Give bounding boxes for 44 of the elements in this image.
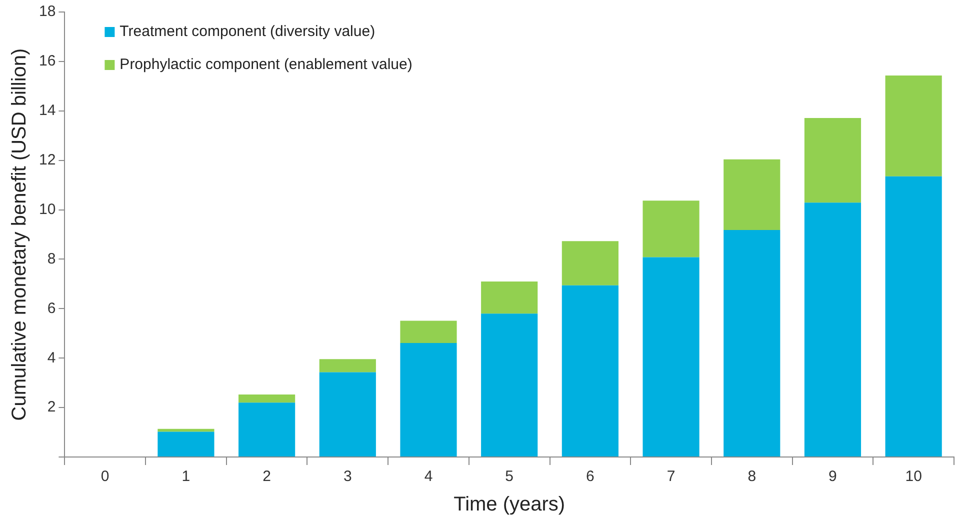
y-tick-label: 6 <box>47 300 56 317</box>
y-tick-label: 10 <box>38 200 56 218</box>
bar <box>400 343 457 456</box>
y-tick-label: 8 <box>47 250 56 268</box>
x-tick-label: 1 <box>182 468 190 486</box>
bar <box>481 314 538 456</box>
bar <box>400 320 457 344</box>
x-tick-label: 7 <box>666 468 676 486</box>
y-tick-label: 16 <box>38 52 56 70</box>
y-tick-label: 12 <box>38 151 56 168</box>
bar <box>724 159 780 230</box>
bar <box>562 241 618 286</box>
bar <box>885 176 942 456</box>
y-axis-title: Cumulative monetary benefit (USD billion) <box>8 48 31 421</box>
x-tick-label: 9 <box>828 468 837 486</box>
bar <box>319 372 376 456</box>
bar <box>885 76 942 176</box>
y-tick-label: 14 <box>38 102 56 120</box>
y-tick-label: 18 <box>38 3 56 20</box>
bar <box>642 200 700 258</box>
bar <box>158 428 214 432</box>
legend-label: Treatment component (diversity value) <box>120 23 376 40</box>
x-axis-title: Time (years) <box>454 494 566 516</box>
x-tick-label: 0 <box>100 468 110 486</box>
bar <box>562 285 618 456</box>
x-tick-label: 10 <box>905 468 922 486</box>
bar <box>238 394 296 403</box>
bar <box>642 257 700 456</box>
bar <box>481 281 538 314</box>
bar <box>158 432 214 456</box>
bar <box>238 402 296 456</box>
x-tick-label: 3 <box>343 468 352 486</box>
bar <box>804 118 862 203</box>
x-tick-label: 5 <box>505 468 514 486</box>
x-tick-label: 6 <box>586 468 594 486</box>
x-tick-label: 2 <box>262 468 271 486</box>
y-tick-label: 4 <box>47 349 56 366</box>
bar <box>804 202 862 456</box>
bar <box>319 359 376 372</box>
x-tick-label: 4 <box>424 468 433 486</box>
bar <box>724 230 780 456</box>
legend-label: Prophylactic component (enablement value) <box>120 56 412 74</box>
y-tick-label: 2 <box>47 398 56 416</box>
x-tick-label: 8 <box>748 468 756 486</box>
